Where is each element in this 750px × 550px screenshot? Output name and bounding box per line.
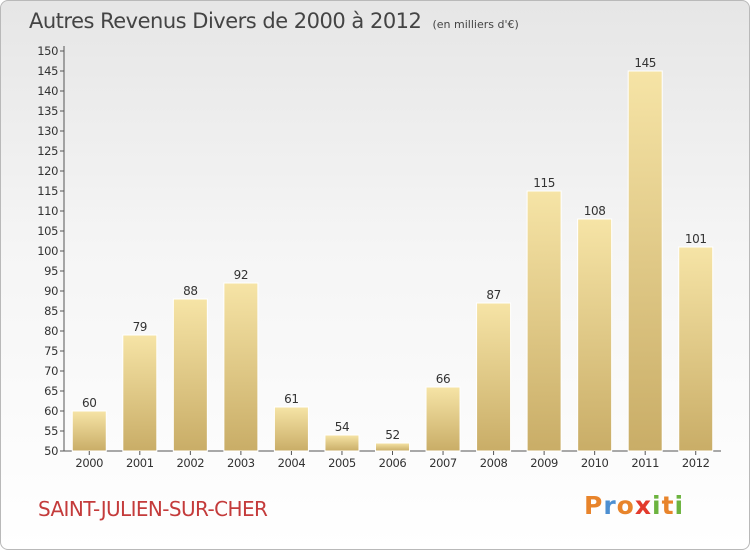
bar	[71, 410, 107, 452]
y-tick-label: 90	[44, 284, 58, 298]
x-tick-label: 2004	[278, 456, 306, 470]
bar	[122, 334, 158, 452]
bar-value-label: 54	[335, 420, 349, 434]
y-tick-label: 95	[44, 264, 58, 278]
y-tick-label: 75	[44, 344, 58, 358]
y-tick-label: 120	[37, 164, 58, 178]
bar-value-label: 88	[183, 284, 197, 298]
bar-value-label: 52	[385, 428, 399, 442]
x-tick-label: 2005	[328, 456, 356, 470]
y-tick-label: 105	[37, 224, 58, 238]
x-tick-label: 2006	[379, 456, 407, 470]
bar	[425, 386, 461, 452]
bar	[627, 70, 663, 452]
x-tick-label: 2003	[227, 456, 255, 470]
x-tick-label: 2000	[75, 456, 103, 470]
y-tick-label: 50	[44, 444, 58, 458]
chart-subtitle: (en milliers d'€)	[432, 18, 519, 31]
bar	[273, 406, 309, 452]
bar	[577, 218, 613, 452]
bar-value-label: 61	[284, 392, 298, 406]
y-tick-label: 140	[37, 84, 58, 98]
y-tick-label: 65	[44, 384, 58, 398]
logo-letter: i	[674, 491, 685, 520]
logo-letter: P	[584, 491, 604, 520]
y-tick-label: 125	[37, 144, 58, 158]
y-tick-label: 110	[37, 204, 58, 218]
y-tick-label: 145	[37, 64, 58, 78]
bar	[324, 434, 360, 452]
y-tick-label: 100	[37, 244, 58, 258]
logo-letter: i	[652, 491, 662, 520]
bar-value-label: 87	[486, 288, 500, 302]
town-name: SAINT-JULIEN-SUR-CHER	[38, 497, 268, 521]
chart-title: Autres Revenus Divers de 2000 à 2012	[29, 9, 422, 33]
chart-title-line: Autres Revenus Divers de 2000 à 2012 (en…	[29, 9, 519, 33]
bar-value-label: 115	[533, 176, 555, 190]
bar	[476, 302, 512, 452]
x-tick-label: 2002	[177, 456, 205, 470]
x-tick-label: 2008	[480, 456, 508, 470]
x-tick-label: 2011	[631, 456, 659, 470]
bar	[223, 282, 259, 452]
y-tick-label: 130	[37, 124, 58, 138]
bar-value-label: 101	[685, 232, 707, 246]
y-tick-label: 150	[37, 44, 58, 58]
x-tick-label: 2007	[429, 456, 457, 470]
bar	[375, 442, 410, 452]
y-tick-label: 55	[44, 424, 58, 438]
logo-letter: o	[616, 491, 635, 520]
y-tick-label: 80	[44, 324, 58, 338]
bar-value-label: 60	[82, 396, 96, 410]
logo-letter: x	[634, 491, 652, 520]
bar	[172, 298, 208, 452]
bar-value-label: 79	[133, 320, 147, 334]
y-tick-label: 60	[44, 404, 58, 418]
x-tick-label: 2001	[126, 456, 154, 470]
logo-letter: r	[603, 491, 617, 520]
x-tick-label: 2009	[530, 456, 558, 470]
y-tick-label: 115	[37, 184, 58, 198]
y-tick-label: 135	[37, 104, 58, 118]
bar-value-label: 108	[584, 204, 606, 218]
bar-value-label: 66	[436, 372, 450, 386]
bar	[526, 190, 562, 452]
logo-letter: t	[661, 491, 675, 520]
x-tick-label: 2010	[581, 456, 609, 470]
y-tick-label: 85	[44, 304, 58, 318]
bar-value-label: 145	[634, 56, 656, 70]
proxiti-logo[interactable]: Proxiti	[584, 491, 684, 520]
y-tick-label: 70	[44, 364, 58, 378]
bar-value-label: 92	[234, 268, 248, 282]
x-tick-label: 2012	[682, 456, 710, 470]
bar	[678, 246, 714, 452]
